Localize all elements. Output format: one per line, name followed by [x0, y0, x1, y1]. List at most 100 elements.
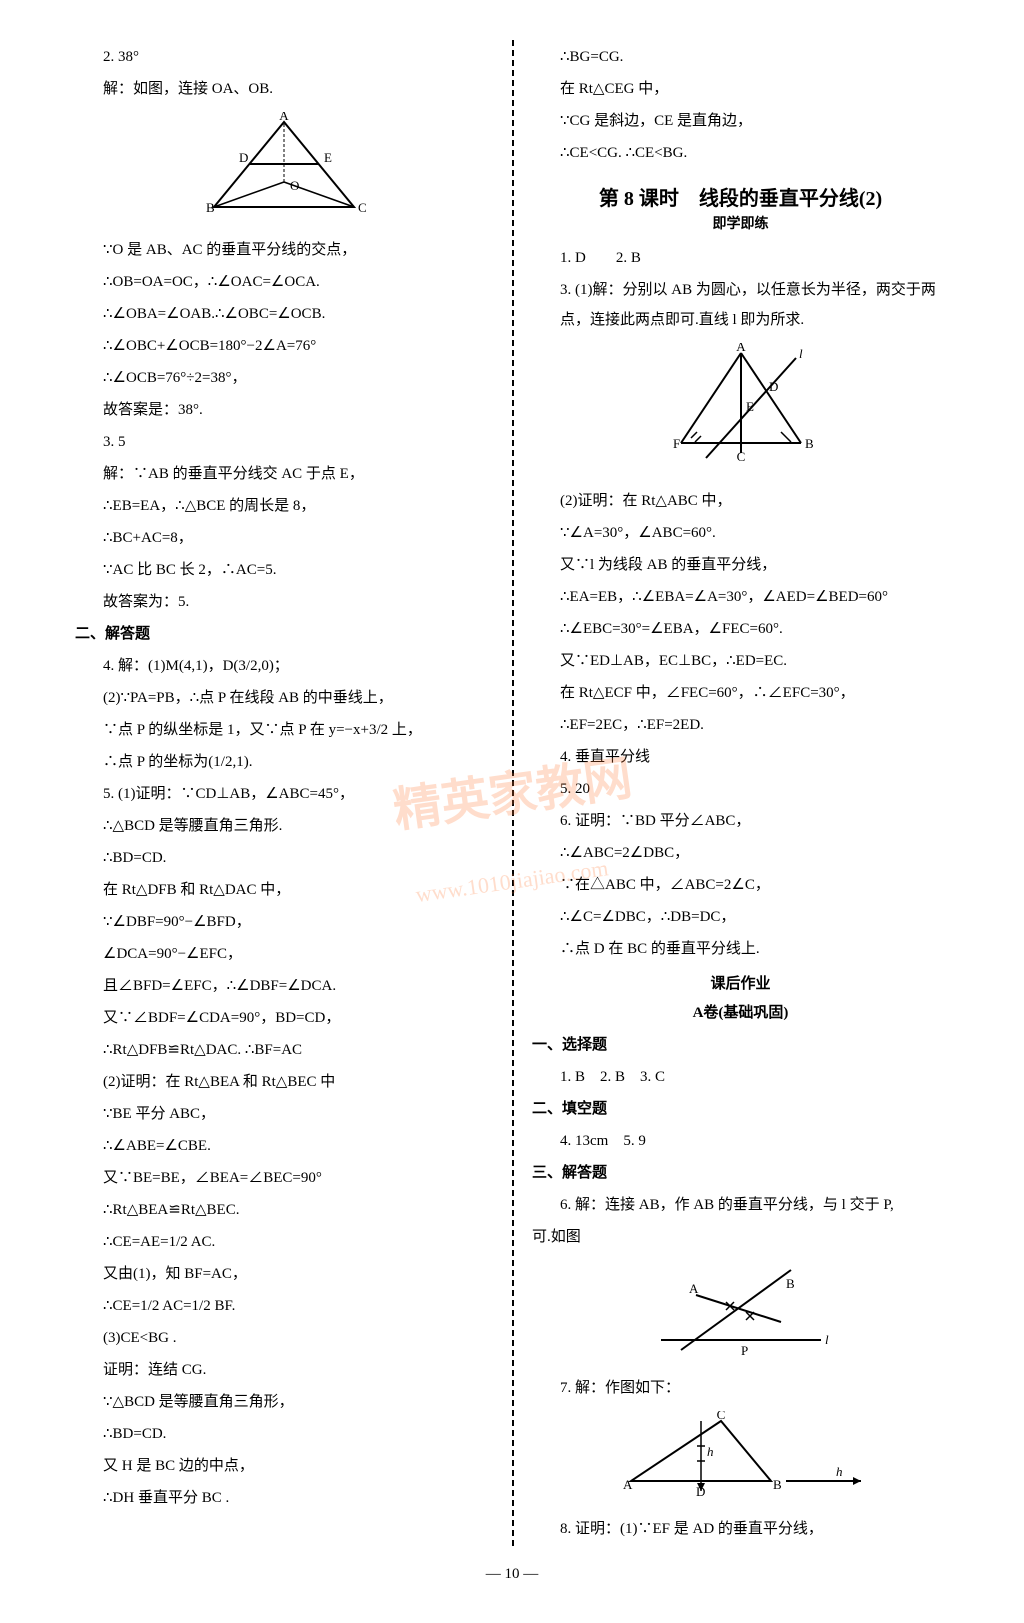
text: ∵∠DBF=90°−∠BFD，	[75, 907, 492, 937]
text: (2)证明：在 Rt△BEA 和 Rt△BEC 中	[75, 1067, 492, 1097]
text: ∴BD=CD.	[75, 843, 492, 873]
text: (2)∵PA=PB，∴点 P 在线段 AB 的中垂线上，	[75, 683, 492, 713]
text: ∴BG=CG.	[532, 42, 949, 72]
text: 3. (1)解：分别以 AB 为圆心，以任意长为半径，两交于两点，连接此两点即可…	[532, 275, 949, 335]
section-heading: 二、填空题	[532, 1094, 949, 1124]
text: ∵在△ABC 中，∠ABC=2∠C，	[532, 870, 949, 900]
svg-text:B: B	[786, 1276, 795, 1291]
text: ∴BD=CD.	[75, 1419, 492, 1449]
text: 又∵l 为线段 AB 的垂直平分线，	[532, 550, 949, 580]
text: ∴点 P 的坐标为(1/2,1).	[75, 747, 492, 777]
text: 故答案为：5.	[75, 587, 492, 617]
text: 6. 证明：∵BD 平分∠ABC，	[532, 806, 949, 836]
svg-text:B: B	[805, 436, 814, 451]
left-column: 2. 38° 解：如图，连接 OA、OB. A B C D E O ∵O 是 A…	[60, 40, 512, 1546]
text: ∴∠ABE=∠CBE.	[75, 1131, 492, 1161]
text: ∴Rt△BEA≌Rt△BEC.	[75, 1195, 492, 1225]
text: 在 Rt△ECF 中，∠FEC=60°，∴∠EFC=30°，	[532, 678, 949, 708]
text: ∵O 是 AB、AC 的垂直平分线的交点，	[75, 235, 492, 265]
text: ∴∠OCB=76°÷2=38°，	[75, 363, 492, 393]
right-column: ∴BG=CG. 在 Rt△CEG 中， ∵CG 是斜边，CE 是直角边， ∴CE…	[512, 40, 964, 1546]
text: 解：∵AB 的垂直平分线交 AC 于点 E，	[75, 459, 492, 489]
svg-text:h: h	[707, 1444, 714, 1459]
text: 且∠BFD=∠EFC，∴∠DBF=∠DCA.	[75, 971, 492, 1001]
text: (3)CE<BG .	[75, 1323, 492, 1353]
text: 7. 解：作图如下：	[532, 1373, 949, 1403]
figure-construction-3: A B P l	[532, 1260, 949, 1365]
text: 故答案是：38°.	[75, 395, 492, 425]
text: 5. (1)证明：∵CD⊥AB，∠ABC=45°，	[75, 779, 492, 809]
text: ∴DH 垂直平分 BC .	[75, 1483, 492, 1513]
text: ∵点 P 的纵坐标是 1，又∵点 P 在 y=−x+3/2 上，	[75, 715, 492, 745]
section-heading: 二、解答题	[75, 619, 492, 649]
text: 可.如图	[532, 1222, 949, 1252]
page-number: — 10 —	[60, 1566, 964, 1583]
svg-text:E: E	[324, 150, 332, 165]
section-heading: 一、选择题	[532, 1030, 949, 1060]
svg-text:A: A	[623, 1477, 633, 1492]
lesson-subtitle: 即学即练	[532, 213, 949, 233]
section-heading: 三、解答题	[532, 1158, 949, 1188]
svg-text:P: P	[741, 1343, 748, 1358]
svg-text:C: C	[716, 1411, 725, 1422]
text: 3. 5	[75, 427, 492, 457]
text: ∠DCA=90°−∠EFC，	[75, 939, 492, 969]
svg-text:l: l	[825, 1332, 829, 1347]
text: ∴∠OBC+∠OCB=180°−2∠A=76°	[75, 331, 492, 361]
text: ∴△BCD 是等腰直角三角形.	[75, 811, 492, 841]
figure-construction-4: C A B D h h	[532, 1411, 949, 1506]
text: 1. D 2. B	[532, 243, 949, 273]
text: ∴Rt△DFB≌Rt△DAC. ∴BF=AC	[75, 1035, 492, 1065]
svg-text:A: A	[279, 112, 289, 123]
text: 解：如图，连接 OA、OB.	[75, 74, 492, 104]
text: ∵BE 平分 ABC，	[75, 1099, 492, 1129]
svg-text:l: l	[799, 346, 803, 361]
svg-text:D: D	[239, 150, 248, 165]
text: ∴点 D 在 BC 的垂直平分线上.	[532, 934, 949, 964]
figure-construction-2: l A B C D E F	[532, 343, 949, 478]
text: (2)证明：在 Rt△ABC 中，	[532, 486, 949, 516]
svg-text:B: B	[773, 1477, 782, 1492]
text: ∴CE=AE=1/2 AC.	[75, 1227, 492, 1257]
text: 4. 解：(1)M(4,1)，D(3/2,0)；	[75, 651, 492, 681]
text: 在 Rt△CEG 中，	[532, 74, 949, 104]
text: ∵AC 比 BC 长 2，∴AC=5.	[75, 555, 492, 585]
svg-text:C: C	[358, 200, 367, 215]
svg-text:C: C	[736, 449, 745, 464]
page: 精英家教网 www.1010jiajiao.com 2. 38° 解：如图，连接…	[60, 40, 964, 1546]
figure-triangle-1: A B C D E O	[75, 112, 492, 227]
text: ∴EA=EB，∴∠EBA=∠A=30°，∠AED=∠BED=60°	[532, 582, 949, 612]
svg-text:F: F	[673, 436, 680, 451]
text: 又∵ED⊥AB，EC⊥BC，∴ED=EC.	[532, 646, 949, 676]
svg-text:D: D	[769, 379, 778, 394]
text: 证明：连结 CG.	[75, 1355, 492, 1385]
svg-text:O: O	[290, 178, 299, 193]
column-divider	[512, 40, 514, 1546]
text: 又∵∠BDF=∠CDA=90°，BD=CD，	[75, 1003, 492, 1033]
text: 1. B 2. B 3. C	[532, 1062, 949, 1092]
homework-subtitle: A卷(基础巩固)	[532, 1001, 949, 1022]
text: 5. 20	[532, 774, 949, 804]
text: ∵△BCD 是等腰直角三角形，	[75, 1387, 492, 1417]
text: ∴CE<CG. ∴CE<BG.	[532, 138, 949, 168]
text: ∵CG 是斜边，CE 是直角边，	[532, 106, 949, 136]
text: ∵∠A=30°，∠ABC=60°.	[532, 518, 949, 548]
svg-text:A: A	[736, 343, 746, 354]
text: 4. 13cm 5. 9	[532, 1126, 949, 1156]
text: ∴EF=2EC，∴EF=2ED.	[532, 710, 949, 740]
text: ∴∠ABC=2∠DBC，	[532, 838, 949, 868]
text: 又∵BE=BE，∠BEA=∠BEC=90°	[75, 1163, 492, 1193]
text: ∴OB=OA=OC，∴∠OAC=∠OCA.	[75, 267, 492, 297]
svg-text:E: E	[746, 399, 754, 414]
text: 6. 解：连接 AB，作 AB 的垂直平分线，与 l 交于 P,	[532, 1190, 949, 1220]
text: ∴∠C=∠DBC，∴DB=DC，	[532, 902, 949, 932]
text: 在 Rt△DFB 和 Rt△DAC 中，	[75, 875, 492, 905]
text: 又由(1)，知 BF=AC，	[75, 1259, 492, 1289]
text: ∴∠OBA=∠OAB.∴∠OBC=∠OCB.	[75, 299, 492, 329]
lesson-title: 第 8 课时 线段的垂直平分线(2)	[532, 182, 949, 211]
homework-title: 课后作业	[532, 972, 949, 993]
text: 2. 38°	[75, 42, 492, 72]
text: ∴∠EBC=30°=∠EBA，∠FEC=60°.	[532, 614, 949, 644]
text: 4. 垂直平分线	[532, 742, 949, 772]
svg-text:B: B	[206, 200, 215, 215]
